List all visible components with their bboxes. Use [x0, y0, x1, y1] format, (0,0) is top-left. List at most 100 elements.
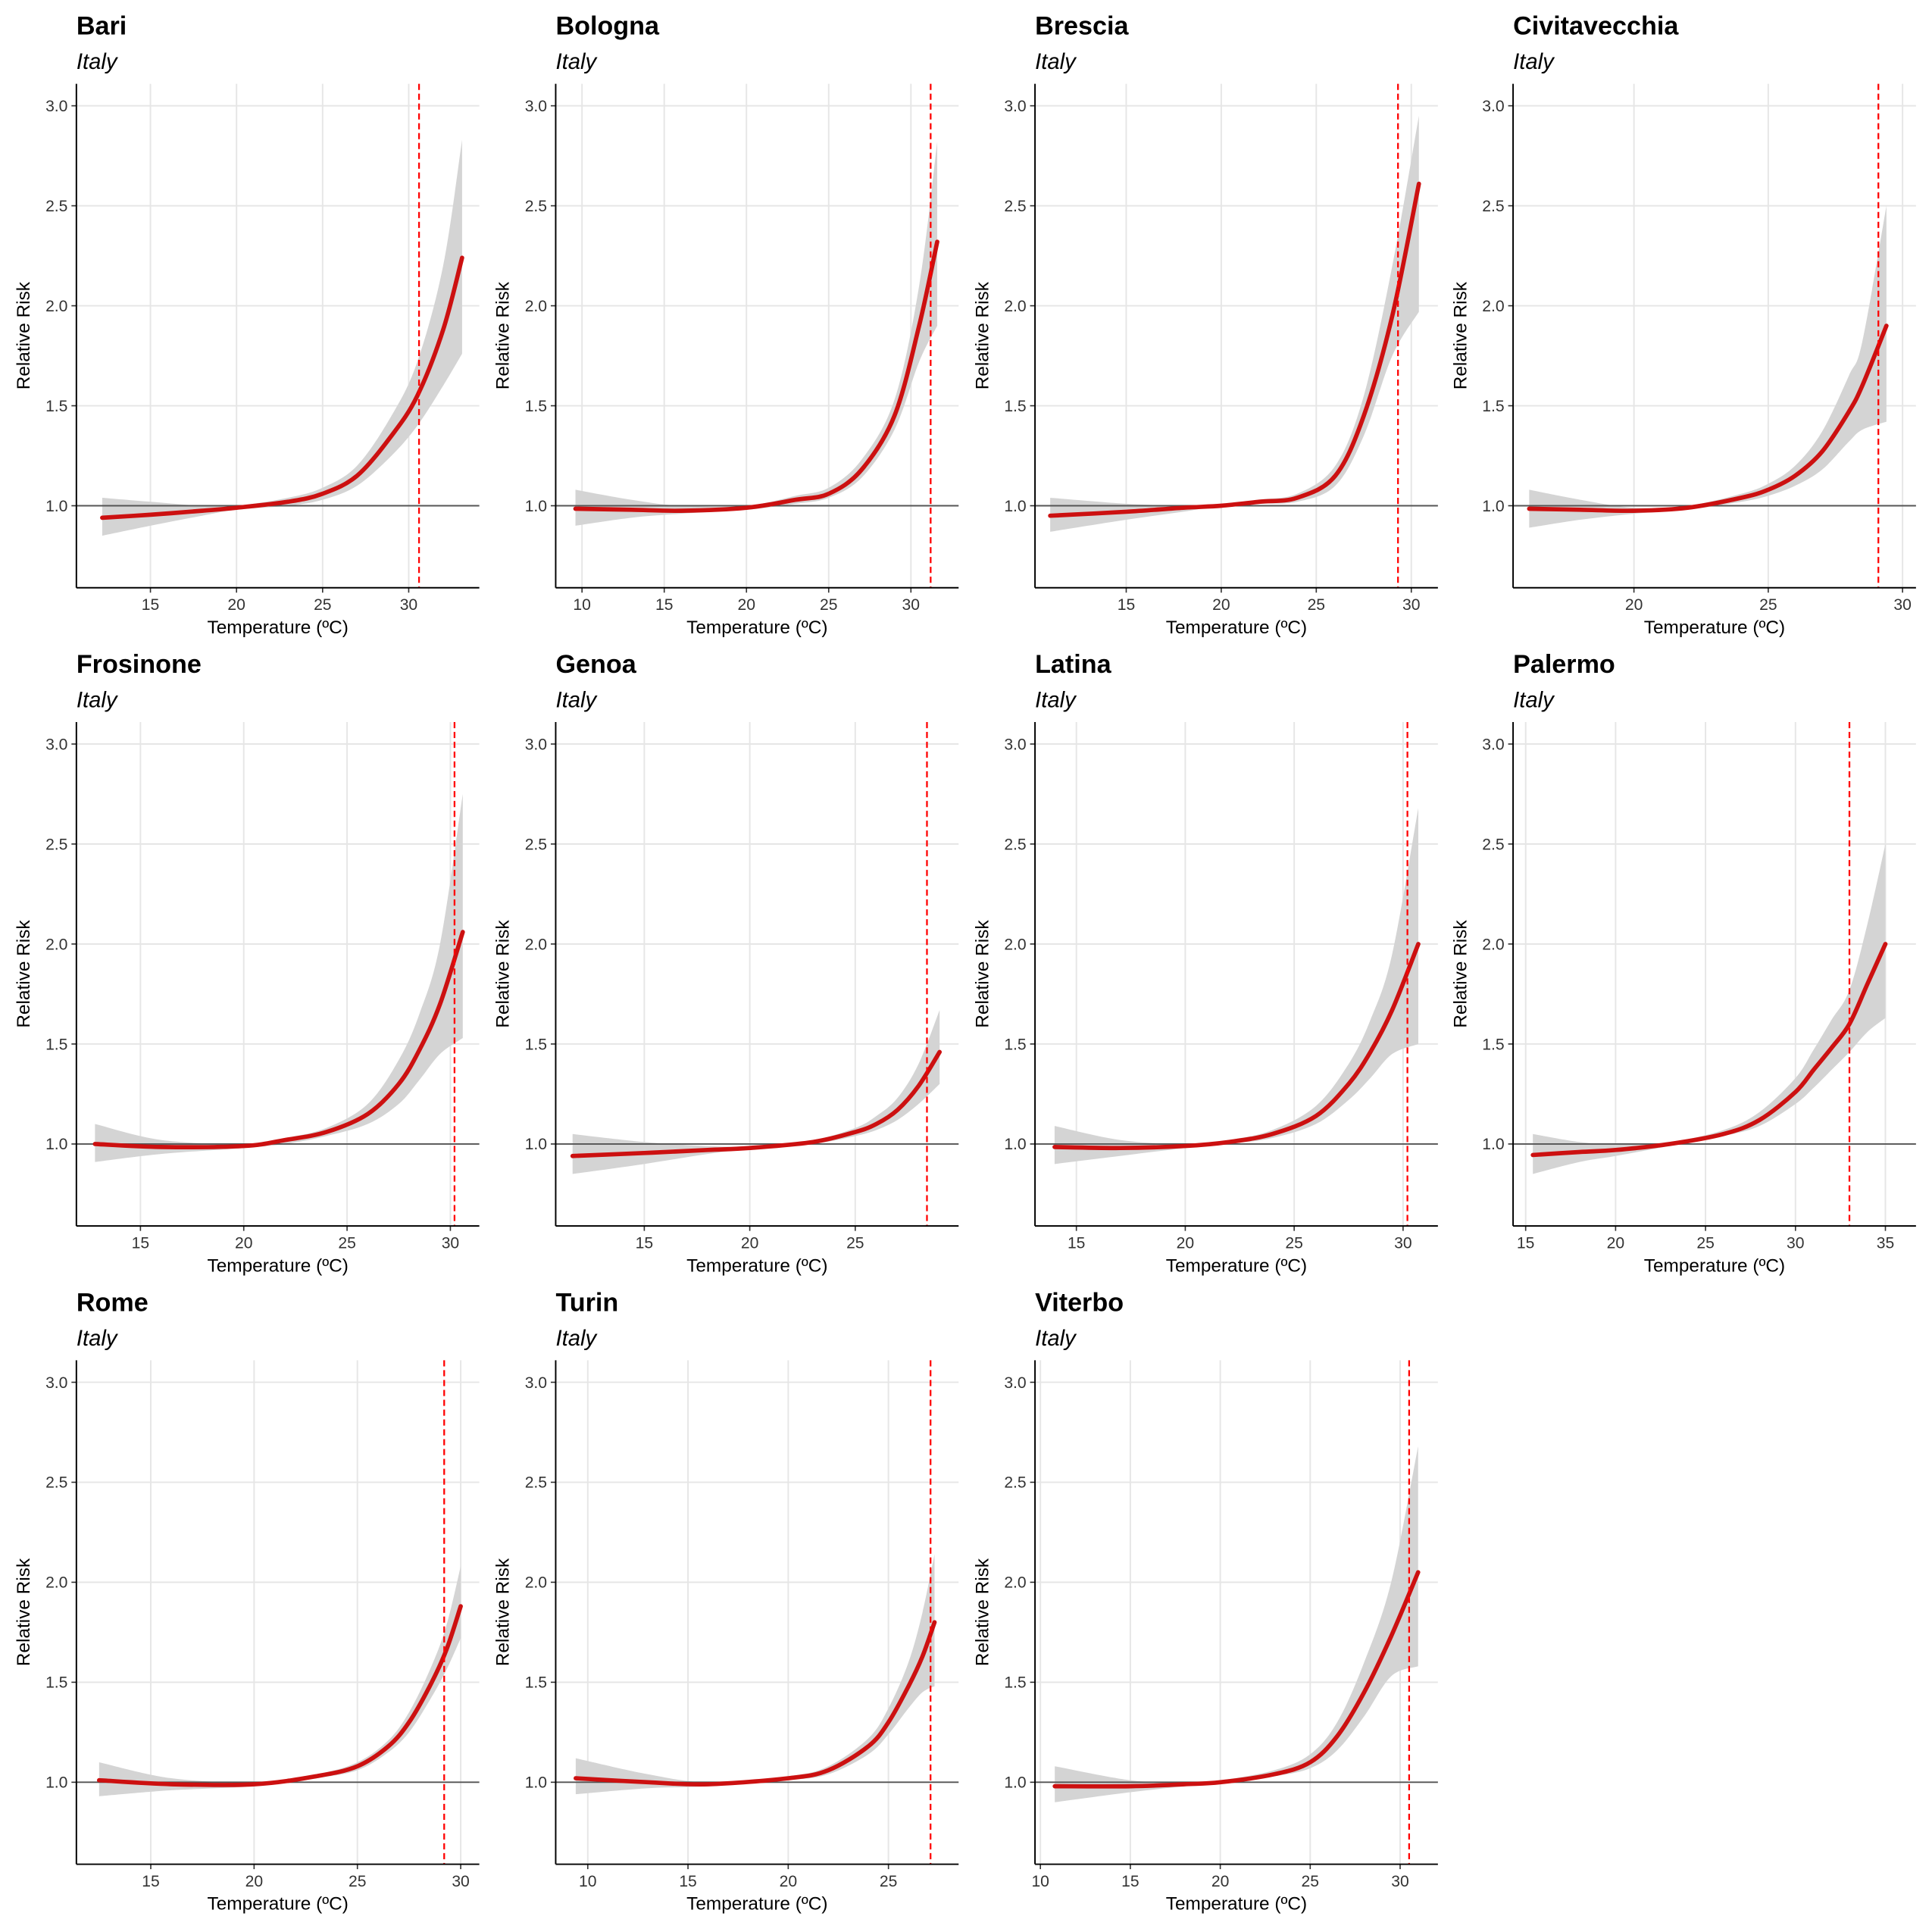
x-axis-title: Temperature (ºC) — [1166, 1255, 1307, 1276]
y-tick-label: 3.0 — [1004, 1374, 1026, 1392]
x-tick-label: 25 — [349, 1873, 367, 1890]
y-tick-label: 2.5 — [525, 198, 547, 215]
risk-curve — [96, 1604, 463, 1787]
y-axis-title: Relative Risk — [493, 920, 514, 1028]
y-axis-title: Relative Risk — [972, 281, 993, 389]
x-tick-label: 20 — [780, 1873, 798, 1890]
y-tick-label: 2.0 — [45, 1574, 67, 1592]
y-tick-label: 1.0 — [1482, 1136, 1504, 1153]
y-tick-label: 3.0 — [1482, 736, 1504, 753]
y-tick-label: 1.5 — [1004, 1036, 1026, 1053]
y-tick-label: 1.5 — [525, 1674, 547, 1692]
panel-subtitle: Italy — [555, 1327, 598, 1351]
x-tick-label: 15 — [679, 1873, 697, 1890]
risk-curve — [1052, 942, 1421, 1151]
panel-subtitle: Italy — [1035, 1327, 1077, 1351]
y-tick-label: 1.5 — [525, 1036, 547, 1053]
panel-subtitle: Italy — [1513, 688, 1555, 712]
risk-curve — [1048, 181, 1421, 518]
x-tick-label: 15 — [1121, 1873, 1140, 1890]
x-tick-label: 30 — [1402, 596, 1421, 614]
y-tick-label: 2.5 — [1004, 836, 1026, 853]
y-tick-label: 1.0 — [1482, 498, 1504, 515]
panel-title: Civitavecchia — [1513, 12, 1679, 41]
y-tick-label: 2.5 — [525, 1474, 547, 1492]
x-axis-title: Temperature (ºC) — [686, 617, 827, 638]
panel-subtitle: Italy — [555, 50, 598, 74]
panel-title: Latina — [1035, 650, 1112, 679]
x-tick-label: 25 — [314, 596, 332, 614]
y-tick-label: 1.0 — [1004, 498, 1026, 515]
panel-subtitle: Italy — [1035, 50, 1077, 74]
y-tick-label: 2.0 — [525, 936, 547, 953]
y-tick-label: 2.0 — [1004, 936, 1026, 953]
y-tick-label: 3.0 — [1004, 98, 1026, 115]
y-axis-title: Relative Risk — [972, 920, 993, 1028]
y-tick-label: 3.0 — [1482, 98, 1504, 115]
panel-title: Bologna — [555, 12, 660, 41]
y-tick-label: 1.5 — [45, 398, 67, 415]
x-tick-label: 20 — [227, 596, 245, 614]
y-tick-label: 2.0 — [45, 936, 67, 953]
risk-curve — [92, 930, 465, 1149]
y-axis-title: Relative Risk — [1450, 920, 1471, 1028]
y-tick-label: 1.5 — [1482, 1036, 1504, 1053]
panel: Civitavecchia Italy 1.0 1.5 2.0 2.5 3.0 20 25 30 T… — [1450, 12, 1916, 638]
panel-title: Viterbo — [1035, 1288, 1124, 1317]
y-tick-label: 1.5 — [45, 1674, 67, 1692]
panel: Bari Italy 1.0 1.5 2.0 2.5 3.0 15 20 25 30 Temperat… — [14, 12, 480, 638]
x-tick-label: 30 — [1394, 1234, 1412, 1252]
x-tick-label: 20 — [1607, 1234, 1625, 1252]
panel: Rome Italy 1.0 1.5 2.0 2.5 3.0 15 20 25 30 Temperat… — [14, 1288, 480, 1915]
x-tick-label: 25 — [820, 596, 838, 614]
y-tick-label: 2.0 — [1004, 1574, 1026, 1592]
x-tick-label: 25 — [1308, 596, 1326, 614]
y-tick-label: 2.0 — [1004, 298, 1026, 315]
panel-title: Brescia — [1035, 12, 1129, 41]
x-axis-title: Temperature (ºC) — [1644, 617, 1785, 638]
panel-subtitle: Italy — [1035, 688, 1077, 712]
y-tick-label: 3.0 — [525, 1374, 547, 1392]
y-tick-label: 2.0 — [525, 298, 547, 315]
risk-curve — [574, 1620, 937, 1787]
y-tick-label: 1.5 — [45, 1036, 67, 1053]
confidence-band — [575, 1554, 935, 1795]
x-tick-label: 20 — [741, 1234, 759, 1252]
y-tick-label: 3.0 — [45, 98, 67, 115]
x-tick-label: 20 — [245, 1873, 264, 1890]
risk-curve — [1052, 1570, 1421, 1789]
x-tick-label: 30 — [452, 1873, 470, 1890]
y-tick-label: 1.0 — [1004, 1136, 1026, 1153]
x-tick-label: 15 — [1118, 596, 1136, 614]
x-tick-label: 30 — [1893, 596, 1912, 614]
panel: Palermo Italy 1.0 1.5 2.0 2.5 3.0 15 20 25 30 35 Tem… — [1450, 650, 1916, 1276]
x-axis-title: Temperature (ºC) — [208, 1894, 349, 1915]
panel: Latina Italy 1.0 1.5 2.0 2.5 3.0 15 20 25 30 Temper… — [972, 650, 1438, 1276]
x-tick-label: 20 — [1212, 596, 1230, 614]
y-tick-label: 1.0 — [525, 1774, 547, 1792]
panel-title: Bari — [77, 12, 127, 41]
x-tick-label: 30 — [442, 1234, 460, 1252]
y-tick-label: 2.5 — [45, 1474, 67, 1492]
panel-title: Palermo — [1513, 650, 1615, 679]
y-tick-label: 1.0 — [45, 1774, 67, 1792]
y-tick-label: 2.0 — [1482, 298, 1504, 315]
panel: Turin Italy 1.0 1.5 2.0 2.5 3.0 10 15 20 25 Tempera… — [493, 1288, 959, 1915]
x-tick-label: 25 — [338, 1234, 356, 1252]
panel: Genoa Italy 1.0 1.5 2.0 2.5 3.0 15 20 25 Temperatu… — [493, 650, 959, 1276]
y-tick-label: 3.0 — [45, 1374, 67, 1392]
panel-title: Turin — [555, 1288, 618, 1317]
x-tick-label: 25 — [1285, 1234, 1303, 1252]
x-tick-label: 25 — [1696, 1234, 1715, 1252]
y-tick-label: 1.5 — [1004, 398, 1026, 415]
x-axis-title: Temperature (ºC) — [1644, 1255, 1785, 1276]
y-tick-label: 1.0 — [525, 498, 547, 515]
x-tick-label: 15 — [1517, 1234, 1535, 1252]
x-tick-label: 30 — [902, 596, 921, 614]
y-tick-label: 2.5 — [1482, 836, 1504, 853]
x-tick-label: 25 — [1302, 1873, 1320, 1890]
confidence-band — [98, 1566, 461, 1796]
panel-title: Rome — [77, 1288, 148, 1317]
panel-subtitle: Italy — [77, 688, 119, 712]
